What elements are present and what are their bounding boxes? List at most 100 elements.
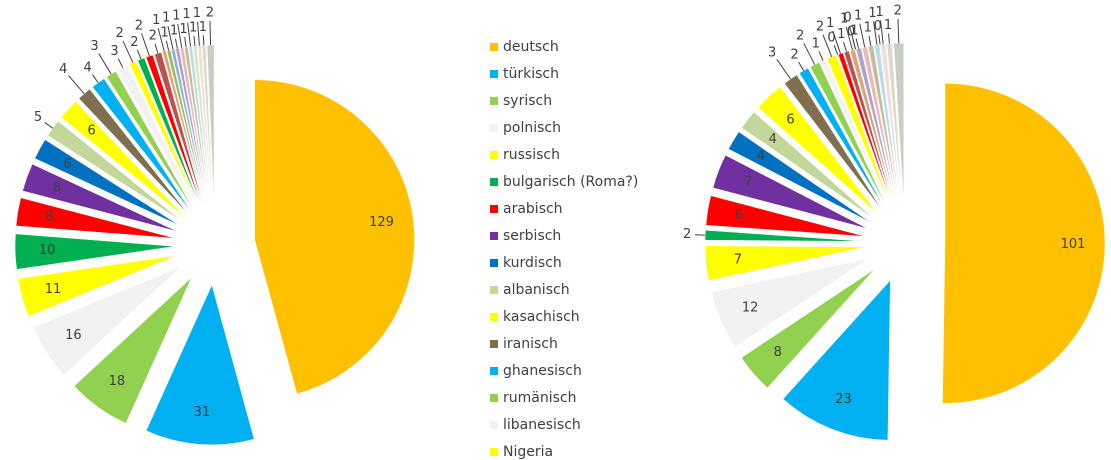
data-label: 1 (837, 27, 845, 42)
data-label: 2 (816, 20, 824, 35)
pie-slice (92, 78, 192, 213)
data-label: 1 (172, 9, 180, 24)
leader-line (44, 121, 53, 129)
leader-line (855, 38, 860, 49)
pie-slice (782, 279, 891, 441)
data-label: 8 (774, 345, 782, 360)
data-label: 2 (790, 48, 798, 63)
legend-label: serbisch (503, 228, 561, 244)
pie-slice (826, 54, 891, 206)
legend-label: deutsch (503, 39, 559, 55)
data-label: 1 (152, 13, 160, 28)
legend-label: arabisch (503, 201, 563, 217)
leader-line (193, 36, 196, 47)
legend-label: rumänisch (503, 390, 576, 406)
pie-slice (73, 277, 192, 424)
leader-line (798, 61, 805, 71)
leader-line (91, 74, 99, 83)
data-label: 6 (786, 113, 794, 128)
pie-slice (704, 245, 866, 281)
pie-slice (711, 258, 869, 348)
legend-swatch (490, 313, 498, 321)
data-label: 0 (874, 19, 882, 34)
data-label: 1 (160, 25, 168, 40)
pie-slice (34, 139, 181, 227)
pie-slice (129, 60, 199, 209)
leader-line (880, 20, 884, 45)
leader-line (818, 51, 824, 61)
pie-slice (145, 284, 255, 446)
pie-slice (184, 46, 210, 206)
data-label: 1 (850, 23, 858, 38)
data-label: 23 (835, 392, 852, 407)
data-label: 1 (876, 5, 884, 20)
pie-slice (886, 43, 903, 204)
data-label: 18 (109, 374, 126, 389)
data-label: 1 (199, 20, 207, 35)
leader-line (157, 28, 165, 52)
leader-line (122, 40, 134, 63)
pie-slice (117, 64, 197, 210)
legend-swatch (490, 205, 498, 213)
legend-swatch (490, 97, 498, 105)
leader-line (184, 37, 187, 48)
data-label: 5 (34, 110, 42, 125)
legend-label: polnisch (503, 120, 561, 136)
legend-swatch (490, 124, 498, 132)
data-label: 7 (734, 253, 742, 268)
pie-slice (22, 163, 178, 232)
leader-line (878, 34, 881, 45)
leader-line (845, 26, 853, 51)
leader-line (167, 25, 174, 50)
data-label: 2 (894, 4, 902, 19)
data-label: 1 (812, 37, 820, 52)
leader-line (859, 23, 866, 48)
data-label: 10 (39, 243, 56, 258)
data-label: 31 (194, 405, 211, 420)
pie-slice (32, 266, 182, 376)
pie-slice (712, 154, 868, 229)
legend-swatch (490, 178, 498, 186)
leader-line (843, 42, 847, 52)
legend-label: ghanesisch (503, 363, 582, 379)
pie-slice (868, 45, 899, 204)
leader-line (209, 21, 212, 46)
pie-slice (741, 111, 874, 219)
data-label: 1 (162, 11, 170, 26)
leader-line (68, 75, 85, 95)
leader-line (868, 36, 872, 47)
data-label: 4 (84, 61, 92, 76)
data-label: 16 (65, 328, 82, 343)
pie-slice (60, 101, 186, 219)
pie-slice (874, 44, 900, 204)
data-label: 0 (827, 30, 835, 45)
leader-line (833, 45, 839, 55)
pie-slice (106, 71, 195, 211)
pie-slice (17, 255, 177, 317)
pie-slice (15, 197, 176, 239)
leader-line (832, 30, 842, 54)
leader-line (873, 21, 878, 46)
pie-slice (757, 86, 878, 214)
legend-swatch (490, 340, 498, 348)
leader-line (117, 58, 124, 68)
data-label: 4 (757, 149, 765, 164)
legend-swatch (490, 448, 498, 456)
data-label: 12 (742, 301, 759, 316)
leader-line (98, 53, 112, 75)
legend-label: syrisch (503, 93, 552, 109)
legend-swatch (490, 232, 498, 240)
data-label: 6 (64, 157, 72, 172)
pie-slice (820, 59, 889, 207)
leader-line (888, 33, 890, 44)
leader-line (136, 49, 142, 60)
legend-label: russisch (503, 147, 560, 163)
data-label: 8 (53, 181, 61, 196)
pie-slice (837, 52, 893, 206)
data-label: 1 (193, 6, 201, 21)
leader-line (897, 19, 900, 44)
pie-slice (705, 195, 866, 237)
data-label: 7 (744, 175, 752, 190)
legend-label: Nigeria (503, 444, 553, 460)
